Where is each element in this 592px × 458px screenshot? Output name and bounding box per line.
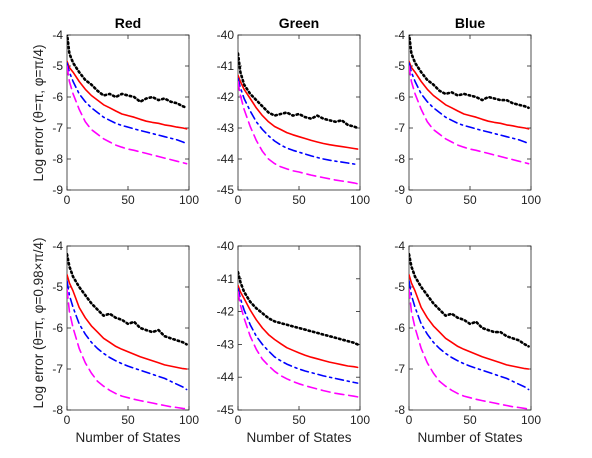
axes-box	[66, 34, 190, 191]
series-line-1	[238, 52, 359, 130]
x-tick-label: 50	[292, 413, 306, 427]
series-line-3	[409, 62, 530, 145]
panel-title: Blue	[455, 15, 486, 31]
y-tick-label: -44	[217, 370, 235, 384]
axes-box	[66, 245, 190, 411]
series-line-1	[67, 252, 188, 346]
y-tick-label: -5	[394, 59, 405, 73]
x-tick-label: 50	[463, 193, 477, 207]
x-tick-label: 0	[406, 193, 413, 207]
series-line-3	[67, 280, 188, 391]
series-line-2	[238, 284, 359, 369]
y-tick-label: -45	[217, 403, 235, 417]
series-line-2	[67, 273, 188, 370]
series-line-2	[67, 60, 188, 130]
axes-box	[408, 245, 532, 411]
y-tick-label: -43	[217, 337, 235, 351]
row1-ylabel: Log error (θ=π, φ=π/4)	[31, 45, 46, 182]
y-tick-label: -8	[52, 403, 63, 417]
series-line-1	[238, 270, 359, 346]
y-tick-label: -4	[52, 28, 63, 42]
x-tick-label: 100	[179, 193, 199, 207]
y-tick-label: -8	[394, 403, 405, 417]
panel-6: 0 50 100 -8 -7 -6 -5 -4 Number of States	[394, 239, 541, 445]
x-tick-label: 100	[521, 193, 541, 207]
y-tick-label: -4	[394, 239, 405, 253]
panel-4: 0 50 100 -8 -7 -6 -5 -4 Number of States	[52, 239, 199, 445]
x-tick-label: 0	[235, 413, 242, 427]
series-line-4	[238, 80, 359, 185]
panels-group: 0 50 100 -9 -8 -7 -6 -5 -4 Red 0 50 100 -45 -44 -43 -42 -…	[52, 15, 541, 445]
x-tick-label: 100	[350, 413, 370, 427]
panel-title: Green	[279, 15, 319, 31]
x-tick-label: 100	[350, 193, 370, 207]
y-tick-label: -7	[52, 362, 63, 376]
series-line-1	[67, 35, 188, 110]
y-tick-label: -4	[394, 28, 405, 42]
y-tick-label: -6	[52, 321, 63, 335]
y-tick-label: -41	[217, 59, 235, 73]
y-tick-label: -41	[217, 272, 235, 286]
x-tick-label: 50	[121, 413, 135, 427]
y-tick-label: -44	[217, 152, 235, 166]
panel-1: 0 50 100 -9 -8 -7 -6 -5 -4 Red	[52, 15, 199, 207]
x-axis-label: Number of States	[417, 430, 522, 445]
series-line-3	[238, 287, 359, 384]
x-axis-label: Number of States	[75, 430, 180, 445]
axes-box	[408, 34, 532, 191]
series-line-4	[67, 65, 188, 165]
x-tick-label: 50	[121, 193, 135, 207]
y-tick-label: -45	[217, 183, 235, 197]
y-tick-label: -7	[52, 121, 63, 135]
x-tick-label: 50	[292, 193, 306, 207]
series-line-1	[409, 252, 530, 348]
series-line-4	[67, 288, 188, 410]
y-tick-label: -40	[217, 28, 235, 42]
x-tick-label: 0	[64, 413, 71, 427]
x-tick-label: 0	[64, 193, 71, 207]
y-tick-label: -6	[52, 90, 63, 104]
series-line-1	[409, 35, 530, 110]
x-tick-label: 0	[235, 193, 242, 207]
series-line-3	[409, 280, 530, 391]
y-tick-label: -4	[52, 239, 63, 253]
x-tick-label: 0	[406, 413, 413, 427]
axes-box	[237, 34, 361, 191]
y-tick-label: -6	[394, 90, 405, 104]
y-tick-label: -5	[52, 59, 63, 73]
x-tick-label: 100	[179, 413, 199, 427]
series-line-4	[238, 291, 359, 398]
x-tick-label: 100	[521, 413, 541, 427]
y-tick-label: -42	[217, 90, 235, 104]
y-tick-label: -43	[217, 121, 235, 135]
panel-5: 0 50 100 -45 -44 -43 -42 -41 -40 Number of States	[217, 239, 371, 445]
y-tick-label: -7	[394, 362, 405, 376]
y-tick-label: -8	[394, 152, 405, 166]
series-line-2	[238, 74, 359, 150]
y-tick-label: -5	[394, 280, 405, 294]
x-tick-label: 50	[463, 413, 477, 427]
y-tick-label: -5	[52, 280, 63, 294]
series-line-3	[67, 62, 188, 145]
panel-2: 0 50 100 -45 -44 -43 -42 -41 -40 Green	[217, 15, 371, 207]
y-tick-label: -40	[217, 239, 235, 253]
y-tick-label: -9	[52, 183, 63, 197]
y-tick-label: -9	[394, 183, 405, 197]
y-tick-label: -6	[394, 321, 405, 335]
panel-3: 0 50 100 -9 -8 -7 -6 -5 -4 Blue	[394, 15, 541, 207]
series-line-4	[409, 65, 530, 165]
series-line-2	[409, 60, 530, 130]
panel-title: Red	[115, 15, 141, 31]
y-tick-label: -42	[217, 305, 235, 319]
series-line-3	[238, 77, 359, 166]
series-line-2	[409, 273, 530, 370]
y-tick-label: -8	[52, 152, 63, 166]
row2-ylabel: Log error (θ=π, φ=0.98×π/4)	[31, 237, 46, 408]
y-tick-label: -7	[394, 121, 405, 135]
x-axis-label: Number of States	[246, 430, 351, 445]
series-line-4	[409, 288, 530, 410]
